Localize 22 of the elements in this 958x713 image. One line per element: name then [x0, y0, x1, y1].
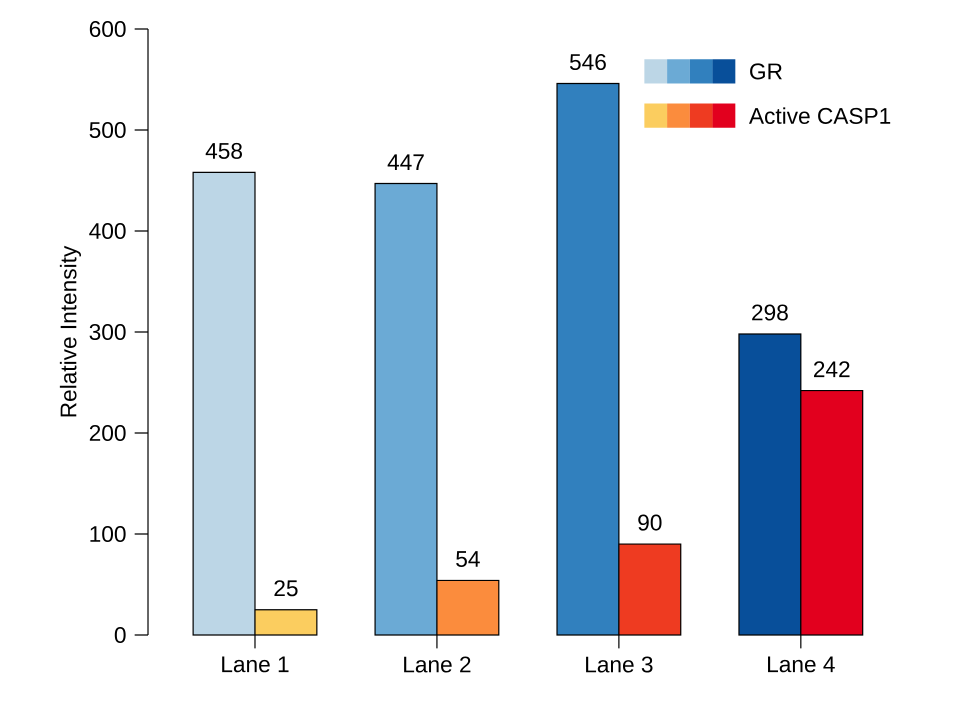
y-tick-label: 200	[90, 424, 126, 442]
x-tick-label: Lane 4	[768, 656, 835, 672]
x-tick-label: Lane 3	[586, 656, 653, 673]
legend-label: GR	[750, 63, 782, 80]
data-label: 242	[814, 361, 850, 378]
y-axis-title: Relative Intensity	[60, 246, 81, 416]
data-label: 447	[388, 154, 424, 170]
y-tick-label: 100	[90, 526, 126, 542]
y-tick-label: 500	[90, 122, 126, 138]
data-label: 25	[274, 580, 298, 596]
data-label: 90	[638, 514, 662, 531]
data-label: 298	[752, 304, 788, 321]
data-label: 546	[570, 54, 606, 70]
y-tick-label: 600	[90, 20, 126, 38]
y-tick-label: 300	[90, 324, 126, 340]
x-tick-label: Lane 2	[404, 656, 470, 673]
legend-label: Active CASP1	[748, 107, 890, 124]
x-tick-label: Lane 1	[222, 656, 289, 672]
y-tick-label: 400	[89, 222, 126, 240]
y-tick-label: 0	[114, 626, 126, 644]
data-label: 54	[456, 551, 480, 567]
data-label: 458	[206, 142, 242, 159]
